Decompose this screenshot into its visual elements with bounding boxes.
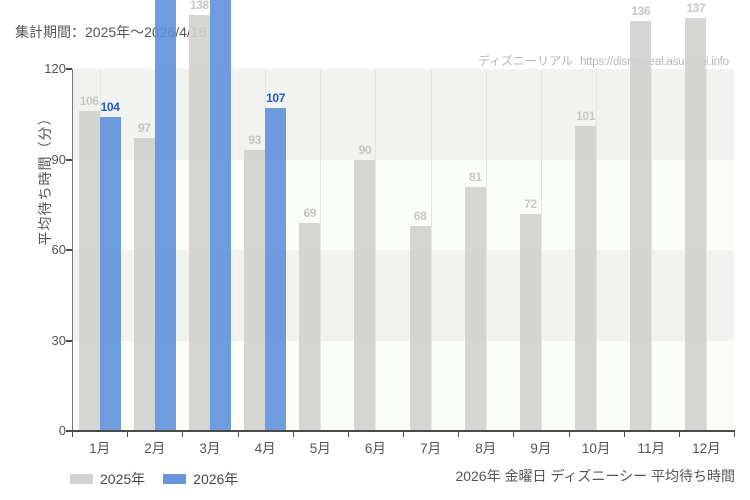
vertical-gridline — [320, 69, 322, 431]
plot-band — [72, 159, 734, 250]
x-tick-label-11月: 11月 — [637, 441, 665, 456]
bars-layer — [72, 0, 734, 431]
x-tick-dash — [127, 432, 129, 437]
x-tick-label-1月: 1月 — [89, 441, 111, 456]
x-tick-dash — [182, 432, 184, 437]
x-tick-dash — [734, 432, 735, 437]
vertical-gridline — [430, 69, 432, 431]
bar-value-label-2025-3月: 138 — [189, 0, 209, 12]
bar-2026-2月[interactable] — [154, 0, 176, 431]
y-tick-label-30: 30 — [51, 332, 66, 348]
x-tick-dash — [513, 432, 515, 437]
bar-2025-2月[interactable] — [133, 138, 155, 431]
x-tick-dash — [347, 432, 349, 437]
bar-2025-12月[interactable] — [685, 17, 707, 431]
bar-value-label-2025-4月: 93 — [248, 133, 261, 148]
bar-2025-3月[interactable] — [188, 14, 210, 431]
x-tick-dash — [403, 432, 404, 437]
bar-value-label-2025-5月: 69 — [303, 205, 317, 220]
vertical-gridline — [706, 69, 708, 431]
plot-area — [72, 69, 734, 431]
bar-2026-3月[interactable] — [209, 0, 231, 431]
x-tick-label-7月: 7月 — [420, 441, 442, 456]
y-tick-label-60: 60 — [51, 242, 66, 257]
y-axis-title: 平均待ち時間（分） — [37, 110, 53, 246]
vertical-gridline — [485, 69, 487, 431]
bar-value-label-2025-9月: 72 — [524, 196, 537, 211]
x-tick-label-9月: 9月 — [530, 441, 552, 456]
bar-value-label-2025-8月: 81 — [468, 169, 482, 184]
bar-value-label-2025-12月: 137 — [686, 0, 706, 15]
legend-swatch-2025 — [70, 474, 93, 484]
y-tick-dash — [66, 158, 72, 161]
bar-2025-9月[interactable] — [519, 213, 541, 431]
bar-2026-4月[interactable] — [265, 108, 287, 431]
x-tick-label-5月: 5月 — [309, 441, 331, 456]
bar-value-label-2025-1月: 106 — [79, 94, 99, 109]
plot-band — [72, 340, 734, 431]
x-tick-dash — [458, 432, 460, 437]
bar-value-label-2025-6月: 90 — [358, 142, 372, 157]
x-tick-dash — [678, 432, 680, 437]
legend-item-2025[interactable]: 2025年 — [70, 469, 145, 489]
bar-value-label-2026-1月: 104 — [100, 100, 120, 115]
vertical-gridline — [596, 69, 598, 431]
bar-2025-4月[interactable] — [244, 150, 266, 431]
plot-band — [72, 69, 734, 160]
x-tick-label-6月: 6月 — [364, 441, 386, 456]
watermark-site-name: ディズニーリアル — [478, 54, 574, 68]
plot-band — [72, 250, 734, 341]
x-tick-label-2月: 2月 — [144, 441, 166, 456]
bar-value-label-2025-7月: 68 — [413, 208, 427, 223]
bar-value-labels-layer: 106 97 138 93 69 90 68 81 72 101 136 137 104 107 — [72, 0, 734, 431]
bar-2025-6月[interactable] — [354, 159, 376, 431]
x-tick-dash — [568, 432, 570, 437]
y-axis-line — [72, 69, 73, 431]
watermark-site-url: https://disneyreal.asumirai.info — [580, 56, 729, 68]
footer-chart-title: 2026年 金曜日 ディズニーシー 平均待ち時間 — [455, 468, 735, 484]
y-tick-dash — [66, 249, 72, 251]
legend: 2025年 2026年 — [70, 469, 238, 489]
bar-value-label-2025-11月: 136 — [631, 3, 651, 18]
y-tick-dash — [66, 430, 72, 432]
x-tick-dash — [237, 432, 239, 437]
bar-value-label-2025-10月: 101 — [576, 109, 595, 124]
x-tick-dash — [72, 432, 73, 437]
legend-label-2026: 2026年 — [193, 471, 239, 487]
bar-2025-5月[interactable] — [299, 222, 321, 431]
x-tick-label-10月: 10月 — [581, 441, 611, 456]
y-tick-label-0: 0 — [58, 423, 66, 438]
x-axis-line — [72, 430, 735, 432]
legend-swatch-2026 — [163, 474, 187, 484]
y-tick-dash — [66, 339, 72, 342]
y-tick-dash — [66, 68, 72, 70]
x-tick-dash — [292, 432, 294, 437]
bar-2025-11月[interactable] — [630, 20, 652, 431]
x-tick-label-4月: 4月 — [254, 441, 276, 456]
bar-2025-10月[interactable] — [575, 126, 597, 431]
x-tick-label-8月: 8月 — [475, 441, 497, 456]
vertical-gridline — [375, 69, 377, 431]
period-note: 集計期間：2025年～2026/4/18 — [15, 24, 207, 40]
vertical-gridline — [651, 69, 653, 431]
y-tick-label-120: 120 — [44, 61, 66, 76]
y-tick-label-90: 90 — [51, 151, 66, 167]
legend-label-2025: 2025年 — [100, 471, 146, 487]
bar-value-label-2026-4月: 107 — [266, 91, 285, 106]
x-tick-label-3月: 3月 — [199, 441, 221, 456]
bar-2025-1月[interactable] — [78, 111, 100, 431]
bar-2025-7月[interactable] — [409, 225, 431, 431]
x-tick-dash — [623, 432, 625, 437]
bar-2026-1月[interactable] — [99, 117, 121, 431]
vertical-gridline — [540, 69, 542, 431]
bar-2025-8月[interactable] — [464, 186, 486, 431]
bar-value-label-2025-2月: 97 — [137, 121, 151, 136]
legend-item-2026[interactable]: 2026年 — [163, 469, 238, 489]
x-tick-label-12月: 12月 — [692, 441, 721, 456]
